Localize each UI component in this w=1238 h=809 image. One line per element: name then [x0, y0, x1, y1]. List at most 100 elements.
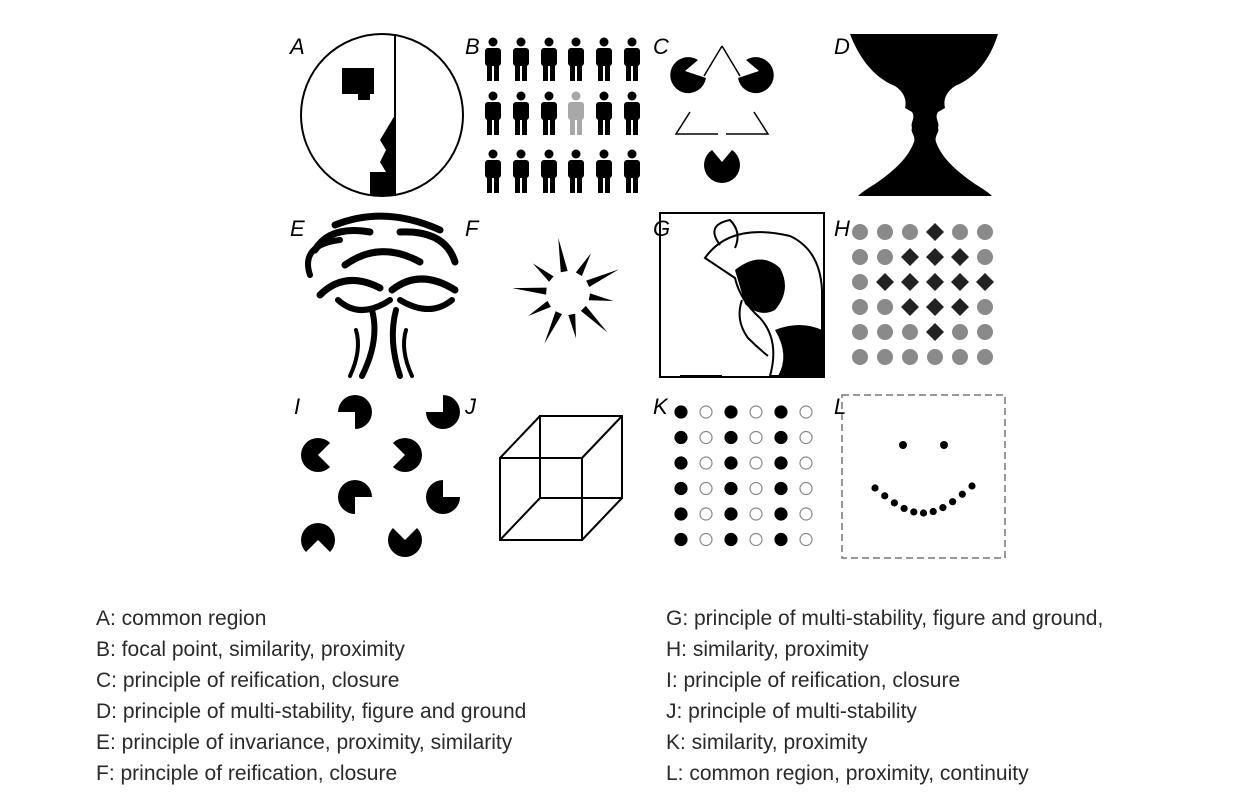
gray-dot — [902, 324, 918, 340]
smile-dot — [881, 492, 889, 500]
black-dot — [674, 405, 688, 419]
pacman — [387, 527, 422, 557]
black-dot — [774, 456, 788, 470]
white-dot — [749, 405, 763, 419]
panel-letter-d: D — [834, 34, 850, 59]
gray-dot — [877, 224, 893, 240]
diamond — [926, 298, 944, 316]
gray-dot — [952, 324, 968, 340]
person-figure — [596, 149, 612, 193]
white-dot — [699, 481, 713, 496]
legend-item-l: L: common region, proximity, continuity — [666, 762, 1029, 785]
panel-letter-j: J — [464, 394, 477, 419]
panel-e-graphic — [305, 212, 459, 379]
legend-item-e: E: principle of invariance, proximity, s… — [96, 731, 513, 754]
panel-letter-e: E — [290, 216, 305, 241]
smile-dot — [900, 504, 908, 513]
black-dot — [724, 507, 738, 521]
white-dot — [699, 456, 713, 470]
gray-dot — [852, 349, 868, 365]
smile-dot — [871, 484, 879, 492]
legend-item-d: D: principle of multi-stability, figure … — [96, 700, 527, 723]
panel-letter-b: B — [465, 34, 480, 59]
person-figure — [596, 37, 612, 81]
legend-item-c: C: principle of reification, closure — [96, 669, 400, 692]
person-figure — [624, 91, 640, 135]
person-figure — [541, 37, 557, 81]
gray-dot — [927, 349, 943, 365]
panel-letter-k: K — [653, 394, 669, 419]
person-figure — [485, 37, 501, 81]
person-figure — [568, 37, 584, 81]
pacman — [426, 395, 460, 429]
black-dot — [774, 481, 788, 496]
legend-item-a: A: common region — [96, 607, 267, 630]
spike — [568, 313, 576, 339]
gestalt-svg: A B C D E F G H I J K L — [288, 33, 1006, 559]
legend-item-i: I: principle of reification, closure — [666, 669, 961, 692]
spike — [532, 263, 554, 282]
smile-dot — [910, 508, 918, 516]
legend-item-g: G: principle of multi-stability, figure … — [666, 607, 1104, 630]
diamond — [926, 273, 944, 291]
panel-b-graphic — [485, 37, 640, 193]
gray-dot — [852, 249, 868, 265]
gray-dot — [952, 349, 968, 365]
person-figure — [596, 91, 612, 135]
smile-dot — [968, 482, 976, 490]
diamond — [951, 248, 969, 266]
white-dot — [799, 405, 813, 419]
black-dot — [724, 430, 738, 445]
gray-dot — [902, 224, 918, 240]
diamond — [876, 273, 894, 291]
smile-dot — [919, 509, 928, 517]
diamond — [901, 273, 919, 291]
black-dot — [774, 507, 788, 521]
white-dot — [799, 456, 813, 470]
pacman — [338, 395, 372, 429]
panel-letter-c: C — [653, 34, 669, 59]
black-dot — [774, 532, 788, 547]
pacman — [338, 480, 372, 514]
gray-dot — [977, 324, 993, 340]
white-dot — [749, 456, 763, 470]
black-dot — [724, 405, 738, 419]
diamond — [926, 248, 944, 266]
legend-right: G: principle of multi-stability, figure … — [666, 603, 1103, 789]
white-dot — [749, 507, 763, 521]
legend-item-b: B: focal point, similarity, proximity — [96, 638, 405, 661]
black-dot — [724, 456, 738, 470]
black-dot — [674, 430, 688, 445]
person-figure — [541, 91, 557, 135]
pacman — [300, 438, 331, 472]
legend-item-h: H: similarity, proximity — [666, 638, 869, 661]
gray-dot — [852, 324, 868, 340]
diamond — [951, 298, 969, 316]
panel-k-graphic — [674, 405, 813, 547]
legend-item-j: J: principle of multi-stability — [666, 700, 917, 723]
diamond — [926, 323, 944, 341]
white-dot — [699, 532, 713, 547]
panel-g-graphic — [659, 212, 825, 378]
diamond — [901, 248, 919, 266]
panel-letter-l: L — [834, 394, 846, 419]
gray-dot — [977, 249, 993, 265]
pacman — [426, 480, 460, 514]
spike — [544, 311, 562, 344]
panel-a-graphic — [300, 33, 464, 197]
smile-dot — [890, 499, 899, 507]
gray-dot — [852, 299, 868, 315]
black-dot — [774, 430, 788, 445]
person-figure — [485, 149, 501, 193]
person-figure — [568, 149, 584, 193]
spike — [575, 253, 591, 276]
white-dot — [749, 481, 763, 496]
black-dot — [724, 481, 738, 496]
gray-dot — [977, 299, 993, 315]
white-dot — [699, 430, 713, 445]
spike — [528, 300, 551, 316]
person-figure — [568, 91, 584, 135]
spike — [512, 287, 547, 295]
white-dot — [699, 405, 713, 419]
white-dot — [749, 430, 763, 445]
